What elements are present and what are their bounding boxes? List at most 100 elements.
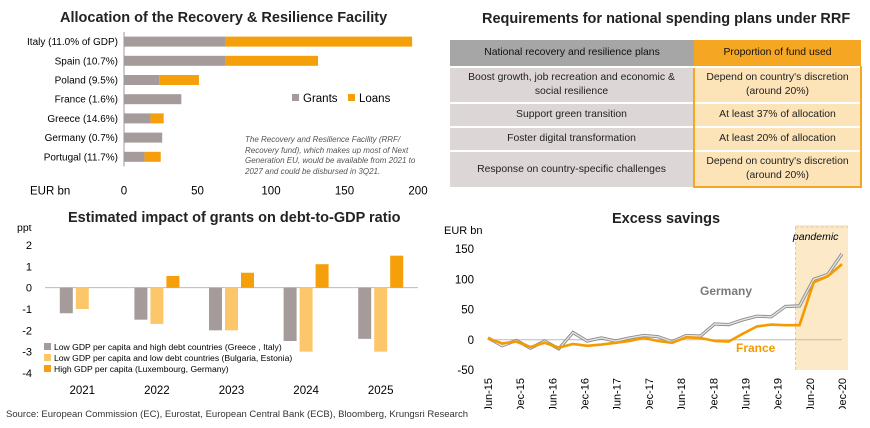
- x-tick-label: Dec-16: [580, 378, 592, 409]
- x-tick-label: 200: [408, 185, 427, 197]
- category-label: France (1.6%): [55, 95, 118, 106]
- table-row: Boost growth, job recreation and economi…: [450, 66, 862, 103]
- legend-swatch: [44, 343, 51, 350]
- x-axis-label: EUR bn: [30, 185, 70, 197]
- category-label: Greece (14.6%): [47, 114, 118, 125]
- table-cell: Depend on country's discretion (around 2…: [693, 150, 862, 188]
- series-line-outline: [487, 252, 844, 351]
- x-tick-label: Jun-18: [676, 378, 688, 409]
- category-label: Portugal (11.7%): [44, 152, 118, 163]
- bar: [166, 275, 180, 288]
- rrf-note: The Recovery and Resilience Facility (RR…: [245, 135, 416, 176]
- bar-grants: [124, 75, 160, 85]
- legend-label: High GDP per capita (Luxembourg, Germany…: [54, 364, 229, 374]
- y-axis-label: EUR bn: [444, 225, 483, 237]
- x-tick-label: Dec-20: [837, 378, 849, 409]
- grants-chart-title: Estimated impact of grants on debt-to-GD…: [68, 210, 401, 226]
- table-cell: Response on country-specific challenges: [450, 150, 694, 187]
- legend-swatch: [292, 94, 299, 101]
- y-tick-label: 50: [461, 305, 474, 317]
- bar: [299, 287, 313, 352]
- x-tick-label: Dec-19: [773, 378, 785, 409]
- category-label: Poland (9.5%): [55, 76, 118, 87]
- rrf-chart-title: Allocation of the Recovery & Resilience …: [60, 10, 388, 26]
- table-cell: Support green transition: [450, 102, 694, 127]
- bar-grants: [124, 132, 163, 143]
- x-tick-label: Dec-18: [708, 378, 720, 409]
- x-tick-label: 50: [191, 185, 204, 197]
- table-cell: Depend on country's discretion (around 2…: [693, 66, 862, 103]
- y-tick-label: 150: [455, 244, 474, 256]
- bar: [209, 287, 222, 331]
- bar-loans: [150, 113, 164, 124]
- y-tick-label: 0: [468, 335, 474, 347]
- grants-impact-chart: ppt 2 1 0 -1 -2 -3 -4 2021 2022 2023 2024 2025 Low GD…: [17, 225, 418, 397]
- bar: [315, 264, 329, 288]
- table-cell: At least 37% of allocation: [693, 102, 862, 127]
- source-note: Source: European Commission (EC), Eurost…: [6, 409, 469, 420]
- y-tick-label: 0: [26, 283, 32, 295]
- x-tick-label: Jun-19: [740, 378, 752, 409]
- x-tick-label: 150: [335, 185, 354, 197]
- requirements-table: National recovery and resilience plans P…: [450, 38, 862, 188]
- y-tick-label: -1: [22, 304, 32, 316]
- series-line-germany: [487, 253, 843, 350]
- legend-label: Loans: [359, 93, 391, 105]
- table-row: Support green transition At least 37% of…: [450, 102, 862, 127]
- x-tick-label: Dec-17: [644, 378, 656, 409]
- table-cell: Foster digital transformation: [450, 126, 694, 151]
- rrf-allocation-chart: Italy (11.0% of GDP) Spain (10.7%) Poland …: [27, 32, 428, 197]
- legend-label: Grants: [303, 93, 338, 105]
- bar: [150, 287, 164, 324]
- y-tick-label: -3: [22, 347, 32, 359]
- x-tick-label: 100: [261, 185, 280, 197]
- legend-swatch: [44, 354, 51, 361]
- bar-loans: [225, 36, 413, 47]
- y-tick-label: 100: [455, 274, 474, 286]
- excess-savings-chart: pandemic EUR bn 150 100 50 0 -50 Germany France J…: [444, 225, 849, 409]
- y-tick-label: -2: [22, 325, 32, 337]
- series-label-germany: Germany: [700, 284, 752, 298]
- x-tick-label: 0: [121, 185, 127, 197]
- x-tick-label: 2021: [70, 385, 96, 397]
- x-tick-label: 2024: [293, 385, 319, 397]
- table-header: Proportion of fund used: [694, 38, 861, 67]
- savings-chart-title: Excess savings: [612, 211, 721, 227]
- bar: [75, 287, 89, 309]
- table-header-row: National recovery and resilience plans P…: [450, 38, 861, 67]
- x-tick-label: 2023: [219, 385, 245, 397]
- x-tick-label: 2022: [144, 385, 170, 397]
- table-row: Response on country-specific challenges …: [450, 150, 862, 188]
- x-tick-label: Jun-20: [805, 378, 817, 409]
- bar: [358, 287, 372, 339]
- y-tick-label: 1: [26, 261, 32, 273]
- y-tick-label: 2: [26, 240, 32, 252]
- category-label: Italy (11.0% of GDP): [27, 37, 118, 48]
- legend-swatch: [348, 94, 355, 101]
- legend-swatch: [44, 365, 51, 372]
- y-axis-label: ppt: [17, 225, 32, 234]
- bar: [374, 287, 388, 352]
- bar-loans: [144, 151, 161, 162]
- bar: [134, 287, 148, 320]
- bar-grants: [124, 151, 145, 162]
- bar-grants: [124, 94, 182, 105]
- bar: [283, 287, 297, 341]
- category-label: Germany (0.7%): [45, 133, 118, 144]
- x-tick-label: Jun-15: [483, 378, 495, 409]
- table-header: National recovery and resilience plans: [450, 38, 694, 67]
- table-row: Foster digital transformation At least 2…: [450, 126, 862, 151]
- bar-loans: [159, 75, 199, 85]
- bar: [241, 272, 254, 288]
- y-tick-label: -50: [457, 365, 474, 377]
- table-cell: Boost growth, job recreation and economi…: [450, 66, 694, 103]
- x-tick-label: Jun-17: [612, 378, 624, 409]
- bar: [390, 255, 404, 288]
- series-line-france: [487, 263, 843, 349]
- bar: [225, 287, 238, 331]
- series-label-france: France: [736, 341, 776, 355]
- x-tick-label: Dec-15: [515, 378, 527, 409]
- bar-grants: [124, 55, 226, 66]
- bar-loans: [225, 55, 319, 66]
- table-cell: At least 20% of allocation: [693, 126, 862, 151]
